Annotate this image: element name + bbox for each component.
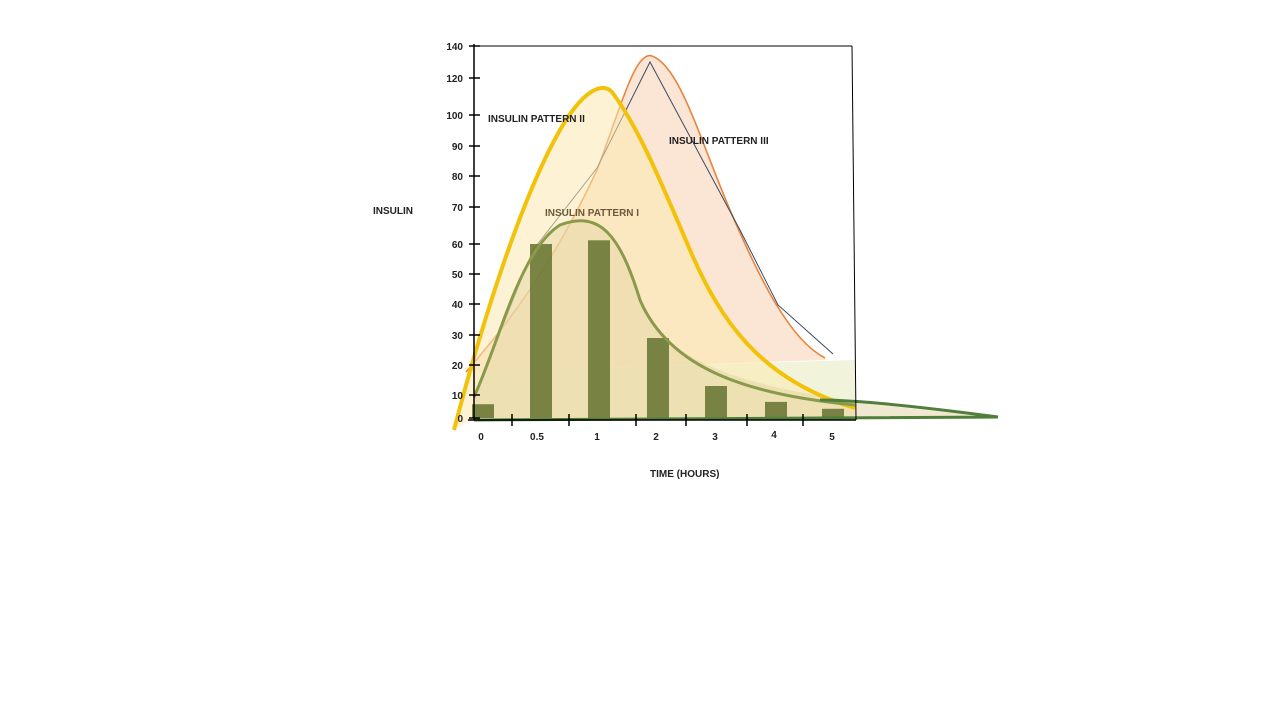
x-tick-label: 1	[594, 432, 600, 443]
y-ticks: 0 10 20 30 40 50 60 70 80 90 100 120 140	[446, 42, 480, 425]
y-tick-label: 140	[446, 42, 463, 53]
pattern-i-bars	[472, 240, 844, 418]
y-tick-label: 60	[452, 240, 464, 251]
pattern-i-bar	[472, 404, 494, 418]
y-tick-label: 20	[452, 361, 464, 372]
y-tick-label: 90	[452, 142, 464, 153]
y-tick-label: 120	[446, 74, 463, 85]
pattern-i-bar	[530, 244, 552, 418]
x-tick-label: 0	[478, 432, 484, 443]
x-tick-label: 4	[771, 430, 777, 441]
pattern-i-bar	[588, 240, 610, 418]
y-tick-label: 50	[452, 270, 464, 281]
y-tick-label: 40	[452, 300, 464, 311]
y-tick-label: 80	[452, 172, 464, 183]
x-tick-label: 0.5	[530, 432, 544, 443]
plot-right-edge	[851, 45, 857, 421]
y-tick-label: 100	[446, 111, 463, 122]
pattern-i-line	[472, 219, 856, 407]
y-tick-label: 10	[452, 391, 464, 402]
pattern-i-bar	[647, 338, 669, 418]
y-tick-label: 70	[452, 203, 464, 214]
pattern-ii-line	[452, 85, 856, 431]
pattern-i-bar	[822, 408, 844, 418]
pattern-ii-label: INSULIN PATTERN II	[488, 114, 585, 125]
x-tick-label: 2	[653, 432, 659, 443]
y-axis-label: INSULIN	[373, 206, 413, 217]
x-tick-label: 5	[829, 432, 835, 443]
y-tick-label: 30	[452, 331, 464, 342]
pattern-iii-label: INSULIN PATTERN III	[669, 136, 769, 147]
x-tick-label: 3	[712, 432, 718, 443]
x-axis-label: TIME (HOURS)	[650, 469, 719, 480]
y-tick-label: 0	[457, 414, 463, 425]
pattern-i-bar	[705, 386, 727, 418]
pattern-i-label: INSULIN PATTERN I	[545, 208, 639, 219]
x-ticks: 0 0.5 1 2 3 4 5	[478, 414, 835, 443]
pattern-i-tail	[473, 398, 999, 422]
pattern-i-bar	[765, 401, 787, 418]
